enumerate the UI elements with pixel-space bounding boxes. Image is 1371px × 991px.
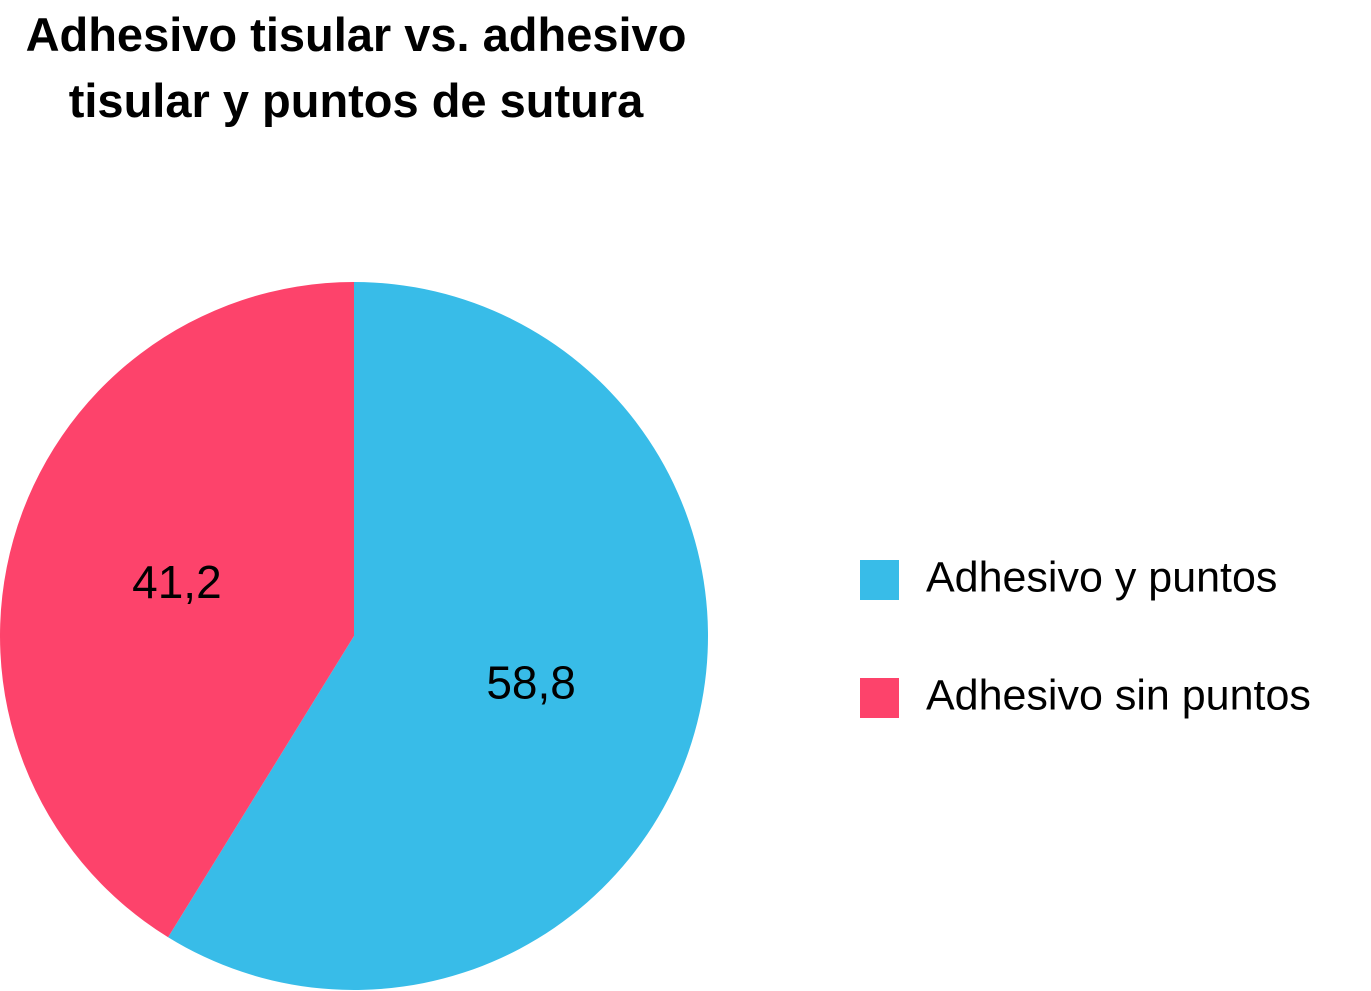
legend-label: Adhesivo sin puntos <box>926 671 1311 719</box>
data-label: 41,2 <box>132 556 222 608</box>
data-label: 58,8 <box>486 656 576 708</box>
legend-label: Adhesivo y puntos <box>926 553 1277 601</box>
pie-slice <box>0 282 354 938</box>
legend-swatch <box>860 678 899 718</box>
pie-slice <box>168 282 708 990</box>
chart-title: Adhesivo tisular vs. adhesivo tisular y … <box>25 8 687 127</box>
legend-swatch <box>860 560 899 600</box>
